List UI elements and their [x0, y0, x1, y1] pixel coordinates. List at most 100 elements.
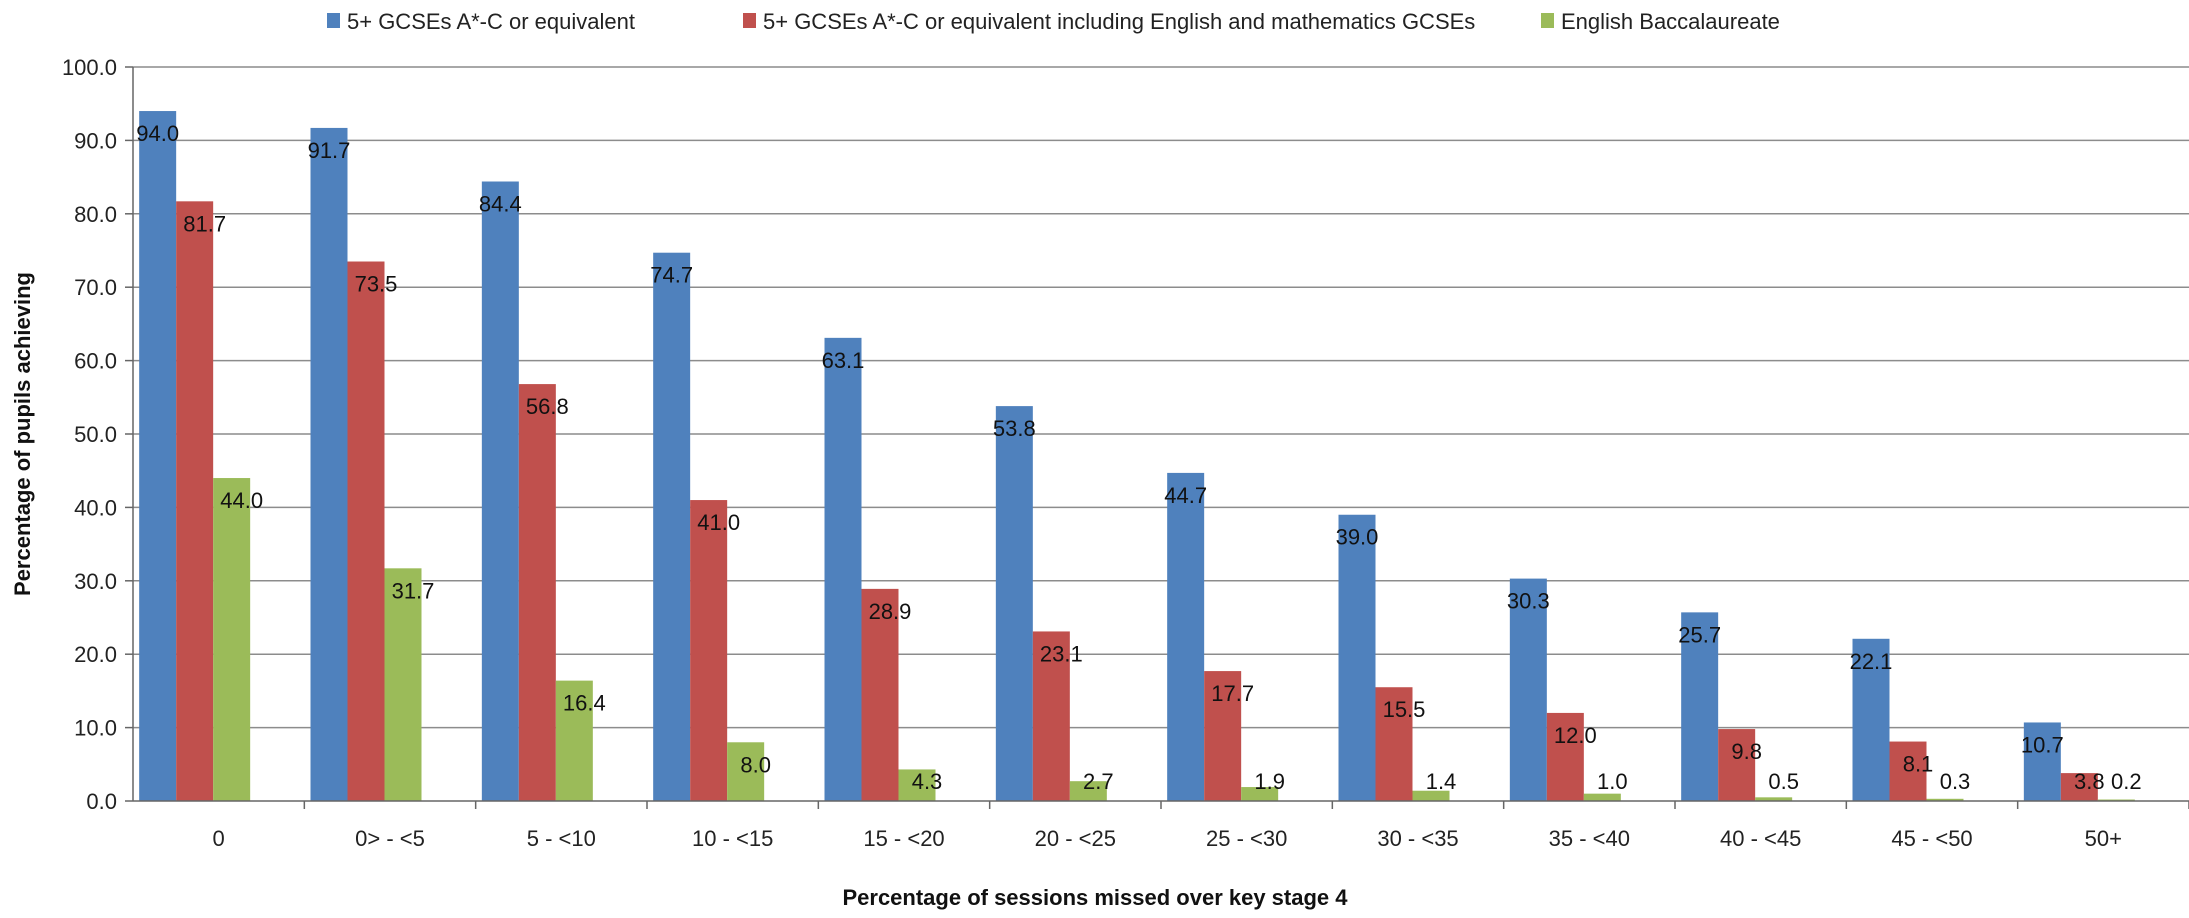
bar-series-2 — [1718, 729, 1756, 801]
bar-series-2 — [690, 500, 728, 801]
bar-series-1 — [1509, 578, 1547, 801]
data-label: 91.7 — [308, 138, 351, 163]
x-category-label: 40 - <45 — [1720, 826, 1801, 851]
gridlines — [133, 66, 2189, 729]
bar-series-1 — [481, 181, 519, 801]
y-tick-label: 0.0 — [86, 789, 117, 814]
x-category-label: 5 - <10 — [527, 826, 596, 851]
bar-series-3 — [384, 568, 422, 801]
x-category-label: 0 — [213, 826, 225, 851]
data-label: 1.4 — [1426, 769, 1457, 794]
data-label: 1.9 — [1254, 769, 1285, 794]
bar-series-2 — [1032, 631, 1070, 801]
bar-series-2 — [176, 201, 214, 801]
data-label: 16.4 — [563, 691, 606, 716]
data-label: 41.0 — [697, 510, 740, 535]
bar-series-1 — [1681, 612, 1719, 801]
y-tick-label: 30.0 — [74, 569, 117, 594]
bars — [139, 111, 2135, 802]
data-label: 2.7 — [1083, 769, 1114, 794]
y-tick-label: 80.0 — [74, 202, 117, 227]
x-axis-categories: 0 0> - <5 5 - <10 10 - <15 15 - <20 20 - <25 2… — [213, 801, 2189, 851]
bar-series-2 — [1375, 687, 1413, 801]
data-label: 1.0 — [1597, 769, 1628, 794]
bar-series-3 — [213, 478, 251, 801]
data-label: 8.1 — [1903, 752, 1934, 777]
bar-series-2 — [1546, 712, 1584, 801]
y-tick-label: 90.0 — [74, 128, 117, 153]
data-label: 73.5 — [355, 272, 398, 297]
bar-series-3 — [1926, 798, 1964, 801]
data-label: 30.3 — [1507, 589, 1550, 614]
x-category-label: 20 - <25 — [1035, 826, 1116, 851]
bar-series-2 — [861, 588, 899, 801]
bar-series-2 — [518, 384, 556, 801]
bar-series-2 — [2060, 773, 2098, 801]
bar-series-1 — [1167, 472, 1205, 801]
bar-series-1 — [1338, 514, 1376, 801]
data-label: 28.9 — [869, 599, 912, 624]
bar-series-3 — [898, 769, 936, 801]
x-axis-title: Percentage of sessions missed over key s… — [842, 885, 1348, 910]
y-tick-label: 60.0 — [74, 349, 117, 374]
data-label: 3.8 — [2074, 769, 2105, 794]
bar-series-1 — [139, 111, 177, 802]
data-label: 10.7 — [2021, 732, 2064, 757]
legend-label: 5+ GCSEs A*-C or equivalent — [347, 9, 635, 34]
data-label: 9.8 — [1731, 739, 1762, 764]
bar-series-3 — [1583, 793, 1621, 801]
data-label: 4.3 — [912, 769, 943, 794]
data-label: 39.0 — [1336, 525, 1379, 550]
x-category-label: 30 - <35 — [1377, 826, 1458, 851]
data-label: 31.7 — [392, 578, 435, 603]
data-label: 56.8 — [526, 394, 569, 419]
data-label: 17.7 — [1211, 681, 1254, 706]
bar-series-1 — [310, 127, 348, 801]
legend: 5+ GCSEs A*-C or equivalent 5+ GCSEs A*-C… — [327, 9, 1780, 34]
x-category-label: 0> - <5 — [355, 826, 425, 851]
x-category-label: 50+ — [2085, 826, 2122, 851]
x-category-label: 15 - <20 — [863, 826, 944, 851]
bar-series-1 — [2023, 722, 2061, 801]
data-label: 0.2 — [2111, 769, 2142, 794]
x-category-label: 10 - <15 — [692, 826, 773, 851]
data-label: 81.7 — [183, 211, 226, 236]
y-tick-label: 50.0 — [74, 422, 117, 447]
data-label: 44.7 — [1164, 483, 1207, 508]
bar-series-3 — [1755, 797, 1793, 801]
data-label: 0.3 — [1940, 769, 1971, 794]
y-tick-label: 70.0 — [74, 275, 117, 300]
bar-series-2 — [347, 261, 385, 801]
y-axis-title: Percentage of pupils achieving — [10, 272, 35, 596]
bar-series-1 — [1852, 638, 1890, 801]
data-label: 15.5 — [1383, 697, 1426, 722]
data-label: 74.7 — [650, 263, 693, 288]
data-label: 84.4 — [479, 192, 522, 217]
bar-series-3 — [1412, 790, 1450, 801]
bar-series-3 — [727, 742, 765, 801]
data-label: 63.1 — [822, 348, 865, 373]
bar-series-2 — [1889, 741, 1927, 801]
y-tick-label: 40.0 — [74, 495, 117, 520]
data-label: 94.0 — [136, 121, 179, 146]
bar-series-3 — [555, 680, 593, 801]
legend-label: 5+ GCSEs A*-C or equivalent including En… — [763, 9, 1475, 34]
legend-swatch — [1541, 13, 1554, 28]
legend-label: English Baccalaureate — [1561, 9, 1780, 34]
data-label: 25.7 — [1678, 622, 1721, 647]
bar-series-2 — [1204, 671, 1242, 801]
data-label: 8.0 — [740, 752, 771, 777]
y-axis-ticks: 0.0 10.0 20.0 30.0 40.0 50.0 60.0 70.0 80.0 90.0 1… — [62, 55, 133, 814]
y-tick-label: 20.0 — [74, 642, 117, 667]
data-label: 23.1 — [1040, 641, 1083, 666]
bar-series-3 — [1241, 787, 1279, 801]
data-label: 12.0 — [1554, 723, 1597, 748]
data-labels: 94.0 81.7 44.0 91.7 73.5 31.7 84.4 56.8 16.4 74.7… — [136, 121, 2141, 794]
data-label: 44.0 — [220, 488, 263, 513]
bar-series-1 — [653, 252, 691, 801]
x-category-label: 45 - <50 — [1891, 826, 1972, 851]
legend-swatch — [327, 13, 340, 28]
data-label: 53.8 — [993, 416, 1036, 441]
